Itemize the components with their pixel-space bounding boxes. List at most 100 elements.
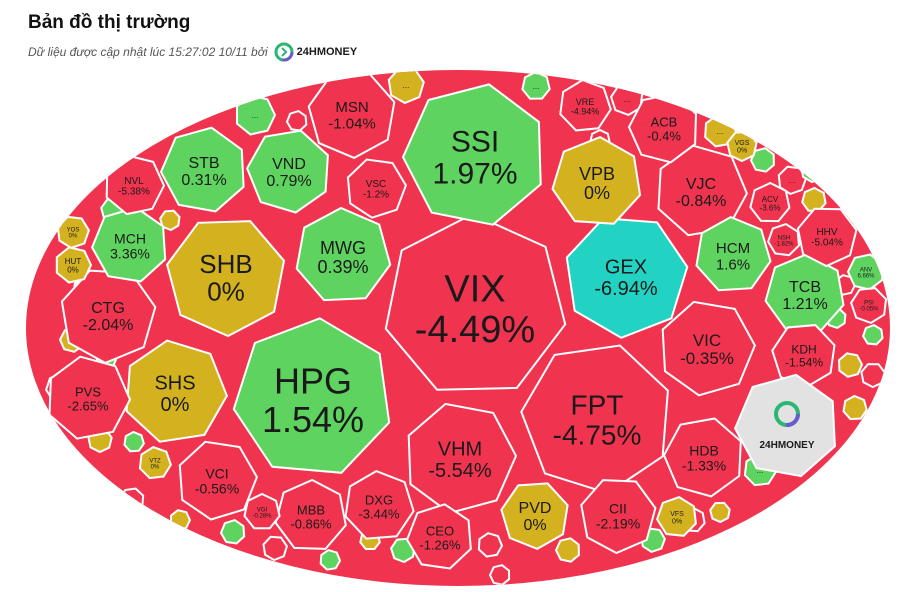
filler-cell — [861, 323, 884, 346]
tile-vix[interactable]: VIX-4.49% — [384, 212, 567, 391]
tile-ticker: CEO — [426, 523, 454, 538]
tile-pvs[interactable]: PVS-2.65% — [48, 355, 132, 440]
tile-change: -0.86% — [290, 516, 332, 531]
tile-change: -5.54% — [428, 460, 492, 482]
brand-logo[interactable]: 24HMONEY — [274, 42, 358, 62]
logo-tile[interactable]: 24HMONEY — [733, 373, 836, 478]
filler-cell — [118, 487, 145, 514]
filler-cell — [285, 109, 308, 132]
more-label: ... — [717, 127, 724, 136]
tile-shape — [90, 206, 167, 283]
tile-shape — [344, 469, 415, 540]
tile-ticker: NVL — [124, 176, 144, 187]
tile-hhv[interactable]: HHV-5.04% — [796, 207, 858, 268]
tile-change: -6.94% — [594, 278, 658, 300]
tile-change: 3.36% — [110, 245, 150, 261]
tile-kdh[interactable]: KDH-1.54% — [771, 324, 836, 389]
filler-cell — [521, 70, 551, 100]
tile-vjc[interactable]: VJC-0.84% — [657, 144, 749, 237]
brand-mark-icon — [274, 42, 294, 62]
tile-ticker: PSI — [864, 300, 874, 306]
filler-cell — [860, 363, 886, 389]
tile-change: 0% — [69, 234, 78, 240]
tile-change: 1.21% — [782, 296, 827, 313]
filler-cell — [236, 94, 277, 136]
filler-cell — [554, 537, 580, 563]
tile-dxg[interactable]: DXG-3.44% — [344, 469, 415, 540]
filler-cell — [837, 352, 864, 378]
tile-ticker: MBB — [297, 502, 325, 517]
tile-change: -5.38% — [118, 187, 150, 198]
tile-change: 6.66% — [857, 274, 875, 280]
tile-acv[interactable]: ACV-3.6% — [749, 181, 791, 223]
filler-cell — [800, 157, 826, 184]
tile-fpt[interactable]: FPT-4.75% — [520, 344, 669, 495]
more-label: ... — [252, 111, 259, 120]
tile-shape — [565, 217, 689, 339]
tile-change: -1.04% — [328, 115, 376, 132]
tile-ticker: SHS — [154, 373, 195, 395]
tile-change: 0% — [737, 148, 747, 155]
tile-vic[interactable]: VIC-0.35% — [661, 300, 757, 397]
tile-acb[interactable]: ACB-0.4% — [627, 93, 698, 164]
more-label: ... — [624, 95, 631, 104]
tile-shape — [295, 206, 392, 302]
brand-name: 24HMONEY — [296, 46, 358, 58]
tile-shape — [655, 495, 697, 537]
tile-shape — [178, 440, 259, 521]
tile-shape — [138, 445, 173, 480]
tile-change: -1.54% — [785, 355, 823, 369]
tile-shape — [346, 158, 408, 219]
tile-ticker: HHV — [816, 227, 837, 238]
more-label: ... — [789, 176, 796, 185]
tile-shape — [849, 287, 888, 325]
tile-nsh[interactable]: NSH-1.82% — [766, 222, 801, 257]
tile-nvl[interactable]: NVL-5.38% — [105, 154, 166, 216]
tile-ticker: NSH — [778, 235, 791, 241]
tile-ticker: VIC — [693, 331, 721, 350]
filler-cell — [477, 532, 504, 558]
tile-change: -4.75% — [553, 420, 642, 451]
tile-hdb[interactable]: HDB-1.33% — [662, 417, 742, 498]
logo-text: 24HMONEY — [759, 440, 814, 451]
tile-psi[interactable]: PSI-0.05% — [849, 287, 888, 325]
tile-change: 0% — [207, 277, 245, 307]
tile-vgi[interactable]: VGI-0.28% — [243, 492, 281, 530]
tile-change: 1.6% — [716, 256, 750, 273]
more-label: ... — [403, 81, 410, 90]
tile-change: -0.56% — [195, 480, 239, 496]
tile-cii[interactable]: CII-2.19% — [580, 479, 657, 555]
tile-shape — [766, 222, 801, 257]
tile-ceo[interactable]: CEO-1.26% — [405, 503, 472, 570]
tile-shape — [384, 212, 567, 391]
tile-vsc[interactable]: VSC-1.2% — [346, 158, 408, 219]
tile-ticker: VSC — [366, 179, 387, 190]
tile-gex[interactable]: GEX-6.94% — [565, 217, 689, 339]
filler-cell — [262, 535, 288, 562]
tile-ticker: VIX — [444, 268, 505, 310]
tile-ticker: SSI — [451, 125, 499, 158]
tile-change: 1.97% — [432, 158, 517, 191]
tile-mbb[interactable]: MBB-0.86% — [274, 478, 347, 550]
page-title: Bản đồ thị trường — [28, 12, 191, 33]
tile-shape — [580, 479, 657, 555]
tile-vci[interactable]: VCI-0.56% — [178, 440, 259, 521]
